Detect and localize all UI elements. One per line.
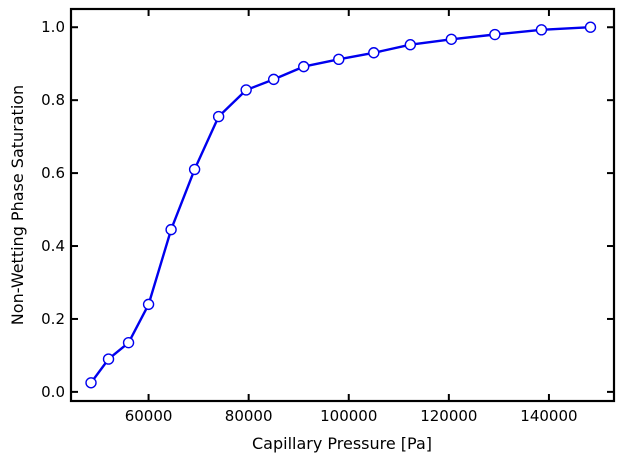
plot-frame: [69, 7, 616, 403]
data-point: [165, 223, 177, 236]
ticks-group: 60000 80000 100000 120000 140000 0.0 0.2 0.4 0.6…: [41, 9, 614, 425]
x-tick-label: 140000: [520, 407, 577, 425]
y-tick-label: 0.4: [41, 237, 65, 255]
x-axis-label: Capillary Pressure [Pa]: [252, 434, 432, 453]
data-point: [212, 110, 225, 123]
data-point: [333, 53, 345, 66]
y-tick-label: 0.6: [41, 164, 65, 182]
y-tick-label: 0.2: [41, 310, 65, 328]
data-point: [122, 336, 135, 349]
data-point: [404, 39, 417, 51]
data-point: [267, 73, 280, 86]
data-point: [188, 163, 201, 176]
y-tick-label: 1.0: [41, 18, 65, 36]
x-tick-label: 120000: [420, 407, 477, 425]
data-point: [240, 84, 252, 96]
data-point: [489, 28, 501, 41]
data-point: [445, 33, 458, 45]
data-point: [142, 298, 155, 311]
y-tick-label: 0.8: [41, 91, 65, 109]
x-tick-label: 100000: [320, 407, 377, 425]
series-group: [85, 21, 597, 389]
data-point: [584, 21, 597, 33]
series-line: [90, 26, 591, 384]
y-axis-label: Non-Wetting Phase Saturation: [8, 85, 27, 325]
data-point: [102, 353, 115, 365]
data-point: [535, 24, 548, 36]
x-tick-label: 60000: [125, 407, 173, 425]
y-tick-label: 0.0: [41, 383, 65, 401]
data-point: [298, 60, 310, 73]
x-tick-label: 80000: [225, 407, 273, 425]
data-point: [368, 47, 380, 59]
data-point: [85, 377, 97, 389]
